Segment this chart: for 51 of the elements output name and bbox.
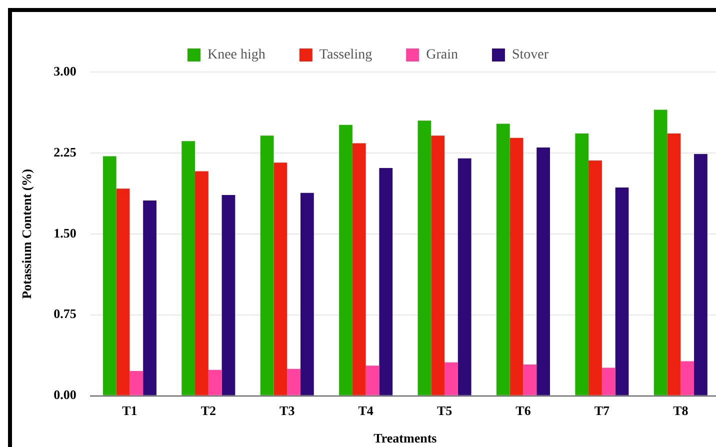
bar	[379, 168, 393, 396]
bar	[222, 195, 236, 396]
y-tick-label: 2.25	[54, 144, 77, 160]
bar	[680, 361, 694, 396]
bar	[182, 141, 196, 396]
bar	[458, 158, 472, 396]
bar	[130, 370, 144, 396]
bar	[602, 368, 616, 396]
x-tick-label: T3	[280, 402, 296, 418]
bar	[300, 192, 314, 396]
y-tick-label: 0.75	[54, 306, 77, 322]
bar	[287, 368, 300, 396]
bar	[575, 134, 589, 396]
bar	[496, 124, 510, 396]
bar	[523, 364, 537, 396]
bar	[102, 156, 116, 396]
bar	[143, 200, 156, 396]
legend-label: Grain	[426, 48, 458, 63]
bar	[260, 136, 274, 396]
bar	[195, 171, 208, 396]
x-tick-label: T2	[200, 402, 216, 418]
y-tick-label: 3.00	[54, 63, 76, 78]
bar	[510, 138, 524, 396]
y-axis-title: Potassium Content (%)	[19, 168, 34, 299]
bar	[615, 187, 629, 396]
x-tick-label: T6	[516, 402, 532, 418]
y-tick-label: 0.00	[54, 387, 76, 402]
bar	[274, 162, 288, 396]
x-tick-label: T1	[122, 402, 138, 418]
bar	[352, 143, 366, 396]
bar	[694, 154, 708, 396]
bar	[208, 370, 222, 396]
x-tick-label: T7	[594, 402, 610, 418]
bar	[444, 362, 458, 396]
bar	[667, 134, 681, 396]
legend-label: Knee high	[207, 48, 266, 63]
y-tick-label: 1.50	[54, 225, 76, 240]
x-axis-title: Treatments	[374, 430, 437, 446]
x-tick-label: T8	[673, 402, 689, 418]
bar	[431, 136, 445, 396]
legend-label: Stover	[512, 48, 549, 63]
bar	[654, 110, 668, 396]
bar	[418, 120, 432, 396]
bar	[536, 148, 550, 396]
bar	[339, 124, 352, 396]
bar	[116, 188, 130, 396]
x-tick-label: T4	[358, 402, 374, 418]
bar	[588, 160, 602, 396]
bar	[366, 366, 380, 396]
legend-label: Tasseling	[319, 48, 372, 63]
x-tick-label: T5	[436, 402, 453, 418]
